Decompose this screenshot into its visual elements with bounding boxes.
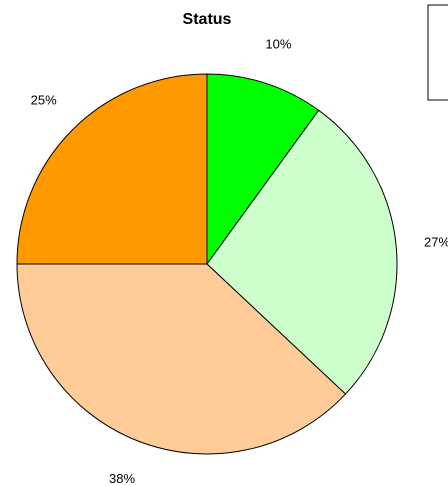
slice-label-2: 27% (424, 234, 448, 249)
legend-box (427, 4, 448, 101)
pie-slice-2 (206, 109, 398, 395)
pie-labels: 10% 27% 38% 25% (31, 36, 448, 485)
pie-slice-4 (16, 73, 208, 265)
pie-slices (16, 73, 398, 455)
chart-title: Status (183, 11, 232, 28)
pie-slice-3 (16, 263, 347, 455)
pie-slice-1 (206, 73, 320, 266)
slice-label-1: 10% (265, 36, 291, 51)
slice-label-4: 25% (31, 93, 57, 108)
slice-label-3: 38% (109, 471, 135, 485)
